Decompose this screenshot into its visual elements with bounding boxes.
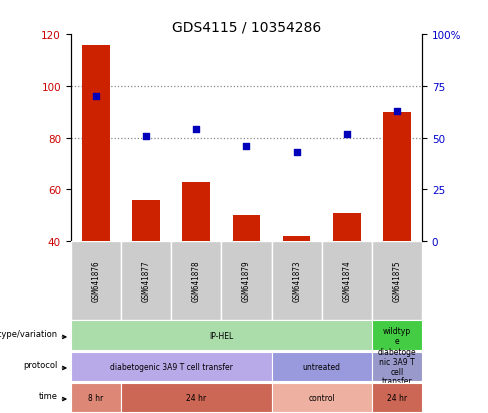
Bar (183, 182, 210, 242)
Bar (372, 382, 422, 412)
Bar (333, 213, 361, 242)
Bar (71, 382, 121, 412)
Text: GSM641876: GSM641876 (91, 260, 101, 301)
Bar (171, 242, 222, 320)
Point (192, 127, 200, 133)
Bar (283, 236, 310, 242)
Point (243, 143, 250, 150)
Bar (82, 45, 110, 242)
Bar (383, 112, 411, 242)
Text: GSM641877: GSM641877 (142, 260, 151, 301)
Point (293, 150, 301, 156)
Bar (372, 320, 422, 350)
Point (393, 108, 401, 115)
Text: time: time (39, 392, 58, 401)
Text: 24 hr: 24 hr (186, 393, 206, 402)
Text: 24 hr: 24 hr (387, 393, 407, 402)
Text: diabetoge
nic 3A9 T
cell
transfer: diabetoge nic 3A9 T cell transfer (378, 347, 416, 386)
Text: IP-HEL: IP-HEL (209, 331, 233, 340)
Text: wildtyp
e: wildtyp e (383, 326, 411, 345)
Text: GSM641879: GSM641879 (242, 260, 251, 301)
Bar (222, 242, 271, 320)
Bar (271, 242, 322, 320)
Point (142, 133, 150, 140)
Bar (271, 382, 372, 412)
Bar (372, 352, 422, 382)
Text: genotype/variation: genotype/variation (0, 330, 58, 339)
Text: GSM641873: GSM641873 (292, 260, 301, 301)
Point (343, 131, 351, 138)
Text: 8 hr: 8 hr (88, 393, 103, 402)
Bar (132, 200, 160, 242)
Point (92, 94, 100, 100)
Title: GDS4115 / 10354286: GDS4115 / 10354286 (172, 20, 321, 34)
Text: GSM641878: GSM641878 (192, 260, 201, 301)
Text: protocol: protocol (23, 361, 58, 370)
Text: GSM641875: GSM641875 (392, 260, 402, 301)
Bar (121, 242, 171, 320)
Bar (121, 382, 271, 412)
Bar (71, 352, 271, 382)
Bar (233, 216, 260, 242)
Bar (71, 320, 372, 350)
Text: diabetogenic 3A9 T cell transfer: diabetogenic 3A9 T cell transfer (110, 362, 233, 371)
Text: untreated: untreated (303, 362, 341, 371)
Bar (271, 352, 372, 382)
Text: GSM641874: GSM641874 (342, 260, 351, 301)
Text: control: control (308, 393, 335, 402)
Bar (372, 242, 422, 320)
Bar (322, 242, 372, 320)
Bar (71, 242, 121, 320)
